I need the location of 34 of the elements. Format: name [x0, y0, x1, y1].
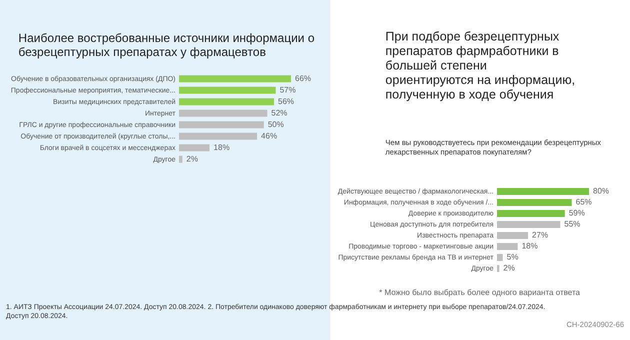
bar	[497, 210, 565, 217]
data-label: 80%	[593, 186, 610, 196]
chart-title: При подборе безрецептурных препаратов фармработники в большей степени ориентируются на информацию, полученную в ходе обучения	[385, 30, 576, 102]
bar	[497, 243, 518, 250]
bar	[179, 75, 291, 82]
data-label: 18%	[522, 242, 538, 250]
bar	[497, 188, 589, 195]
data-label: 65%	[576, 198, 592, 206]
data-label: 18%	[214, 142, 230, 152]
bar	[179, 132, 258, 140]
data-label: 5%	[506, 252, 518, 262]
data-label: 50%	[268, 120, 284, 129]
bar	[179, 156, 182, 163]
bar	[497, 232, 528, 239]
data-label: 57%	[280, 85, 296, 94]
data-label: 2%	[186, 154, 198, 164]
bar	[179, 98, 274, 106]
text: * Можно было выбрать более одного варианта ответа	[379, 288, 580, 297]
data-label: 27%	[532, 230, 548, 240]
data-label: 66%	[295, 74, 312, 83]
bar	[179, 86, 276, 94]
bar	[497, 221, 560, 228]
bar	[497, 199, 572, 206]
bar	[179, 110, 268, 117]
data-label: 2%	[503, 264, 515, 272]
data-label: 52%	[271, 108, 288, 118]
data-label: 56%	[278, 96, 294, 106]
data-label: 55%	[564, 220, 580, 228]
chart-title: Наиболее востребованные источники информации о безрецептурных препаратах у фармацевтов	[18, 31, 315, 59]
bar	[497, 254, 503, 261]
data-label: 59%	[568, 208, 585, 218]
bar	[179, 121, 264, 128]
data-label: 46%	[261, 131, 278, 140]
bar	[179, 144, 210, 152]
